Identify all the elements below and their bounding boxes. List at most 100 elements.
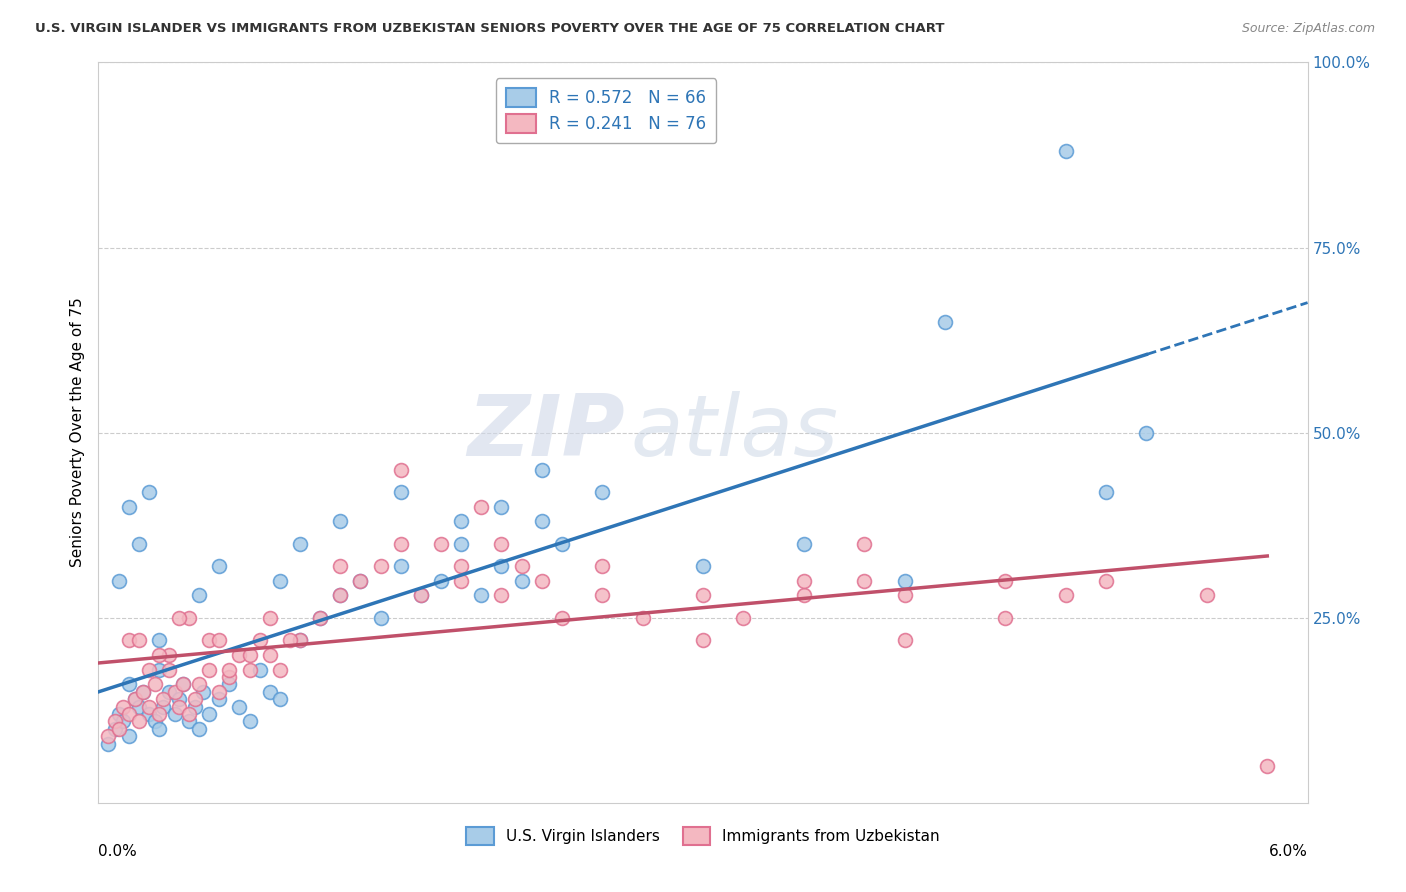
Point (269, 663, 291, 677)
Point (172, 677, 194, 691)
Text: U.S. VIRGIN ISLANDER VS IMMIGRANTS FROM UZBEKISTAN SENIORS POVERTY OVER THE AGE : U.S. VIRGIN ISLANDER VS IMMIGRANTS FROM … (35, 22, 945, 36)
Point (491, 500, 513, 514)
Point (198, 663, 221, 677)
Point (491, 589, 513, 603)
Point (259, 648, 281, 662)
Point (218, 677, 240, 691)
Text: atlas: atlas (630, 391, 838, 475)
Point (208, 685, 231, 699)
Point (259, 685, 281, 699)
Point (118, 677, 141, 691)
Point (128, 714, 150, 729)
Point (157, 663, 180, 677)
Point (152, 692, 174, 706)
Point (97, 729, 120, 743)
Point (430, 536, 453, 550)
Point (994, 574, 1017, 588)
Point (329, 589, 352, 603)
Point (510, 558, 533, 573)
Point (450, 558, 472, 573)
Point (692, 589, 714, 603)
Point (591, 484, 613, 499)
Point (148, 648, 170, 662)
Point (1095, 574, 1118, 588)
Point (132, 685, 155, 699)
Point (107, 706, 129, 721)
Point (510, 574, 533, 588)
Point (97, 737, 120, 751)
Point (239, 663, 262, 677)
Point (163, 685, 186, 699)
Point (530, 574, 553, 588)
Point (692, 632, 714, 647)
Point (184, 692, 207, 706)
Point (450, 536, 472, 550)
Point (107, 574, 129, 588)
Point (551, 610, 574, 624)
Point (893, 589, 915, 603)
Point (193, 685, 215, 699)
Point (157, 648, 180, 662)
Point (470, 589, 492, 603)
Point (148, 706, 170, 721)
Point (1054, 145, 1077, 159)
Point (1054, 589, 1077, 603)
Point (1195, 589, 1218, 603)
Point (208, 632, 231, 647)
Point (733, 610, 755, 624)
Point (118, 729, 141, 743)
Point (329, 515, 352, 529)
Point (349, 574, 371, 588)
Point (132, 685, 155, 699)
Point (692, 558, 714, 573)
Point (208, 692, 231, 706)
Point (370, 610, 392, 624)
Point (259, 610, 281, 624)
Point (994, 610, 1017, 624)
Point (218, 663, 240, 677)
Point (167, 610, 190, 624)
Text: Source: ZipAtlas.com: Source: ZipAtlas.com (1241, 22, 1375, 36)
Point (269, 574, 291, 588)
Point (167, 692, 190, 706)
Point (111, 714, 134, 729)
Point (148, 722, 170, 736)
Point (143, 677, 166, 691)
Legend: U.S. Virgin Islanders, Immigrants from Uzbekistan: U.S. Virgin Islanders, Immigrants from U… (460, 821, 946, 851)
Point (148, 632, 170, 647)
Point (269, 692, 291, 706)
Point (631, 610, 654, 624)
Point (128, 536, 150, 550)
Point (157, 685, 180, 699)
Point (530, 515, 553, 529)
Point (208, 558, 231, 573)
Point (118, 706, 141, 721)
Point (450, 574, 472, 588)
Point (793, 589, 815, 603)
Point (893, 632, 915, 647)
Point (198, 706, 221, 721)
Point (389, 536, 412, 550)
Point (389, 484, 412, 499)
Point (188, 589, 211, 603)
Point (103, 722, 125, 736)
Point (138, 699, 160, 714)
Point (184, 699, 207, 714)
Point (163, 706, 186, 721)
Point (124, 692, 146, 706)
Point (491, 558, 513, 573)
Point (793, 536, 815, 550)
Point (329, 589, 352, 603)
Point (591, 589, 613, 603)
Point (934, 314, 956, 328)
Point (148, 663, 170, 677)
Point (198, 632, 221, 647)
Point (1095, 484, 1118, 499)
Point (138, 706, 160, 721)
Point (179, 610, 201, 624)
Text: 0.0%: 0.0% (98, 844, 138, 858)
Point (143, 714, 166, 729)
Point (1135, 425, 1157, 440)
Point (179, 714, 201, 729)
Point (530, 462, 553, 476)
